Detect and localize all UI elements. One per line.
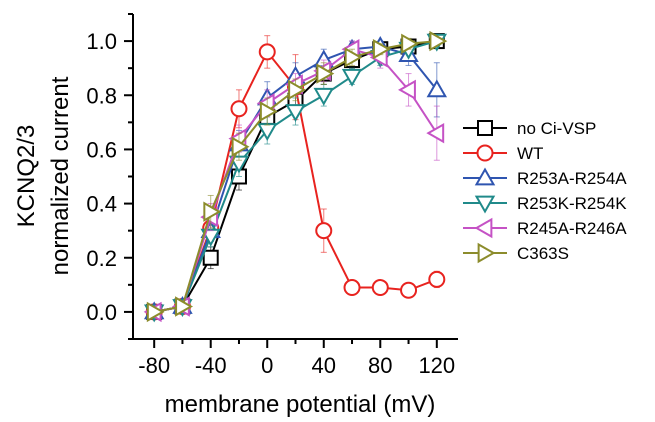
legend-marker bbox=[476, 144, 494, 162]
y-tick-label: 0.0 bbox=[86, 300, 117, 325]
data-point bbox=[146, 301, 165, 323]
series-layer bbox=[143, 30, 448, 323]
x-tick-label: 0 bbox=[261, 353, 273, 378]
legend-item: R253A-R254A bbox=[463, 167, 627, 188]
data-point bbox=[231, 136, 250, 157]
x-tick-label: 80 bbox=[368, 353, 392, 378]
y-tick-label: 0.8 bbox=[86, 83, 117, 108]
data-point bbox=[288, 79, 307, 101]
data-point bbox=[313, 87, 334, 106]
data-point bbox=[371, 279, 389, 297]
legend-marker bbox=[474, 195, 496, 214]
legend-label: R253A-R254A bbox=[517, 169, 627, 188]
x-axis-title: membrane potential (mV) bbox=[165, 391, 436, 418]
legend-marker bbox=[477, 120, 493, 136]
data-point bbox=[343, 279, 361, 297]
legend-marker bbox=[474, 217, 493, 239]
y-tick-label: 0.2 bbox=[86, 246, 117, 271]
data-point bbox=[203, 201, 222, 222]
legend-item: no Ci-VSP bbox=[463, 119, 596, 138]
series-c363s bbox=[146, 30, 448, 323]
x-tick-label: 40 bbox=[312, 353, 336, 378]
data-point bbox=[316, 63, 335, 84]
data-point bbox=[285, 104, 306, 123]
y-axis-title-line2: normalized current bbox=[47, 76, 74, 275]
legend-marker bbox=[474, 167, 496, 186]
data-point bbox=[429, 30, 448, 52]
y-tick-label: 0.4 bbox=[86, 192, 117, 217]
legend-label: no Ci-VSP bbox=[517, 119, 596, 138]
legend-item: R245A-R246A bbox=[463, 217, 627, 239]
data-point bbox=[426, 79, 448, 98]
data-point bbox=[428, 270, 446, 288]
data-point bbox=[315, 222, 333, 240]
legend-label: R253K-R254K bbox=[517, 194, 627, 213]
data-point bbox=[259, 101, 278, 122]
data-point bbox=[258, 43, 276, 61]
data-point bbox=[202, 249, 219, 266]
data-point bbox=[401, 33, 420, 55]
legend-label: WT bbox=[517, 144, 543, 163]
data-point bbox=[341, 68, 363, 87]
data-point bbox=[426, 122, 445, 144]
legend-item: C363S bbox=[463, 242, 569, 264]
legend-item: R253K-R254K bbox=[463, 194, 627, 214]
data-point bbox=[372, 38, 391, 60]
x-tick-label: -40 bbox=[195, 353, 227, 378]
axes: -80 -40 0 40 80 120 0.0 0.2 0.4 0.6 0.8 1.0 bbox=[86, 13, 458, 378]
x-tick-label: -80 bbox=[138, 353, 170, 378]
x-tick-label: 120 bbox=[418, 353, 455, 378]
y-tick-label: 0.6 bbox=[86, 137, 117, 162]
data-point bbox=[398, 79, 416, 101]
legend-marker bbox=[477, 242, 496, 264]
data-point bbox=[400, 281, 418, 299]
y-tick-label: 1.0 bbox=[86, 29, 117, 54]
data-point bbox=[175, 296, 193, 317]
legend-label: R245A-R246A bbox=[517, 219, 627, 238]
legend-label: C363S bbox=[517, 244, 569, 263]
legend: no Ci-VSP WT R253A-R254A R253K-R254K R245A-R… bbox=[463, 119, 627, 264]
legend-item: WT bbox=[463, 144, 543, 163]
data-point bbox=[230, 100, 248, 118]
y-axis-title-line1: KCNQ2/3 bbox=[13, 125, 40, 228]
data-point bbox=[344, 47, 363, 68]
